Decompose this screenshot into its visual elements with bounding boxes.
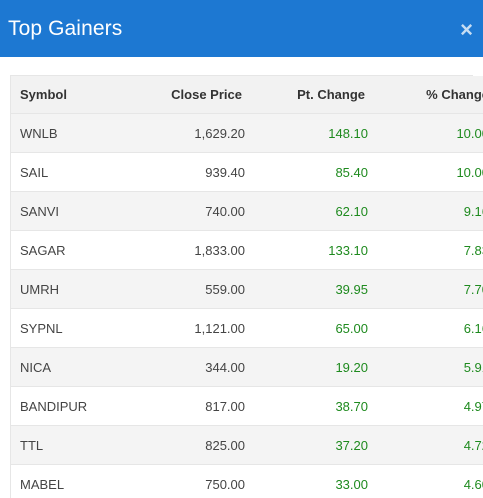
pt-change-cell: 38.70 xyxy=(245,386,368,426)
pt-change-cell: 148.10 xyxy=(245,113,368,153)
close-price-cell: 1,629.20 xyxy=(120,113,245,153)
pct-change-cell: 4.97 xyxy=(368,386,483,426)
close-price-cell: 750.00 xyxy=(120,464,245,498)
table-row[interactable]: WNLB 1,629.20 148.10 10.00 xyxy=(11,113,483,153)
symbol-cell: SYPNL xyxy=(11,308,120,348)
table-row[interactable]: UMRH 559.00 39.95 7.70 xyxy=(11,269,483,309)
symbol-cell: SANVI xyxy=(11,191,120,231)
symbol-cell: SAIL xyxy=(11,152,120,192)
table-row[interactable]: NICA 344.00 19.20 5.91 xyxy=(11,347,483,387)
pct-change-cell: 10.00 xyxy=(368,113,483,153)
table-row[interactable]: SAGAR 1,833.00 133.10 7.83 xyxy=(11,230,483,270)
table-row[interactable]: BANDIPUR 817.00 38.70 4.97 xyxy=(11,386,483,426)
close-price-cell: 344.00 xyxy=(120,347,245,387)
modal-header: Top Gainers × xyxy=(0,0,483,57)
gainers-table-container: Symbol Close Price Pt. Change % Change W… xyxy=(10,75,483,498)
table-header-row: Symbol Close Price Pt. Change % Change xyxy=(11,76,483,114)
pct-change-cell: 7.70 xyxy=(368,269,483,309)
modal-title: Top Gainers xyxy=(8,16,123,40)
table-row[interactable]: TTL 825.00 37.20 4.72 xyxy=(11,425,483,465)
symbol-cell: BANDIPUR xyxy=(11,386,120,426)
gainers-table: Symbol Close Price Pt. Change % Change W… xyxy=(11,76,483,498)
close-price-cell: 1,833.00 xyxy=(120,230,245,270)
close-price-cell: 817.00 xyxy=(120,386,245,426)
close-price-cell: 825.00 xyxy=(120,425,245,465)
close-price-cell: 939.40 xyxy=(120,152,245,192)
column-header-symbol[interactable]: Symbol xyxy=(11,76,120,114)
pct-change-cell: 5.91 xyxy=(368,347,483,387)
symbol-cell: MABEL xyxy=(11,464,120,498)
pt-change-cell: 37.20 xyxy=(245,425,368,465)
column-header-pt-change[interactable]: Pt. Change xyxy=(245,76,368,114)
pt-change-cell: 19.20 xyxy=(245,347,368,387)
table-row[interactable]: SAIL 939.40 85.40 10.00 xyxy=(11,152,483,192)
symbol-cell: SAGAR xyxy=(11,230,120,270)
pt-change-cell: 62.10 xyxy=(245,191,368,231)
pt-change-cell: 133.10 xyxy=(245,230,368,270)
table-row[interactable]: SANVI 740.00 62.10 9.16 xyxy=(11,191,483,231)
close-icon[interactable]: × xyxy=(460,16,473,42)
pt-change-cell: 65.00 xyxy=(245,308,368,348)
symbol-cell: TTL xyxy=(11,425,120,465)
symbol-cell: NICA xyxy=(11,347,120,387)
pct-change-cell: 7.83 xyxy=(368,230,483,270)
pt-change-cell: 85.40 xyxy=(245,152,368,192)
close-price-cell: 1,121.00 xyxy=(120,308,245,348)
pt-change-cell: 33.00 xyxy=(245,464,368,498)
table-row[interactable]: MABEL 750.00 33.00 4.60 xyxy=(11,464,483,498)
symbol-cell: WNLB xyxy=(11,113,120,153)
close-price-cell: 740.00 xyxy=(120,191,245,231)
pct-change-cell: 9.16 xyxy=(368,191,483,231)
column-header-pct-change[interactable]: % Change xyxy=(368,76,483,114)
pct-change-cell: 10.00 xyxy=(368,152,483,192)
column-header-close-price[interactable]: Close Price xyxy=(120,76,245,114)
symbol-cell: UMRH xyxy=(11,269,120,309)
pct-change-cell: 4.60 xyxy=(368,464,483,498)
pt-change-cell: 39.95 xyxy=(245,269,368,309)
pct-change-cell: 4.72 xyxy=(368,425,483,465)
pct-change-cell: 6.16 xyxy=(368,308,483,348)
table-row[interactable]: SYPNL 1,121.00 65.00 6.16 xyxy=(11,308,483,348)
close-price-cell: 559.00 xyxy=(120,269,245,309)
